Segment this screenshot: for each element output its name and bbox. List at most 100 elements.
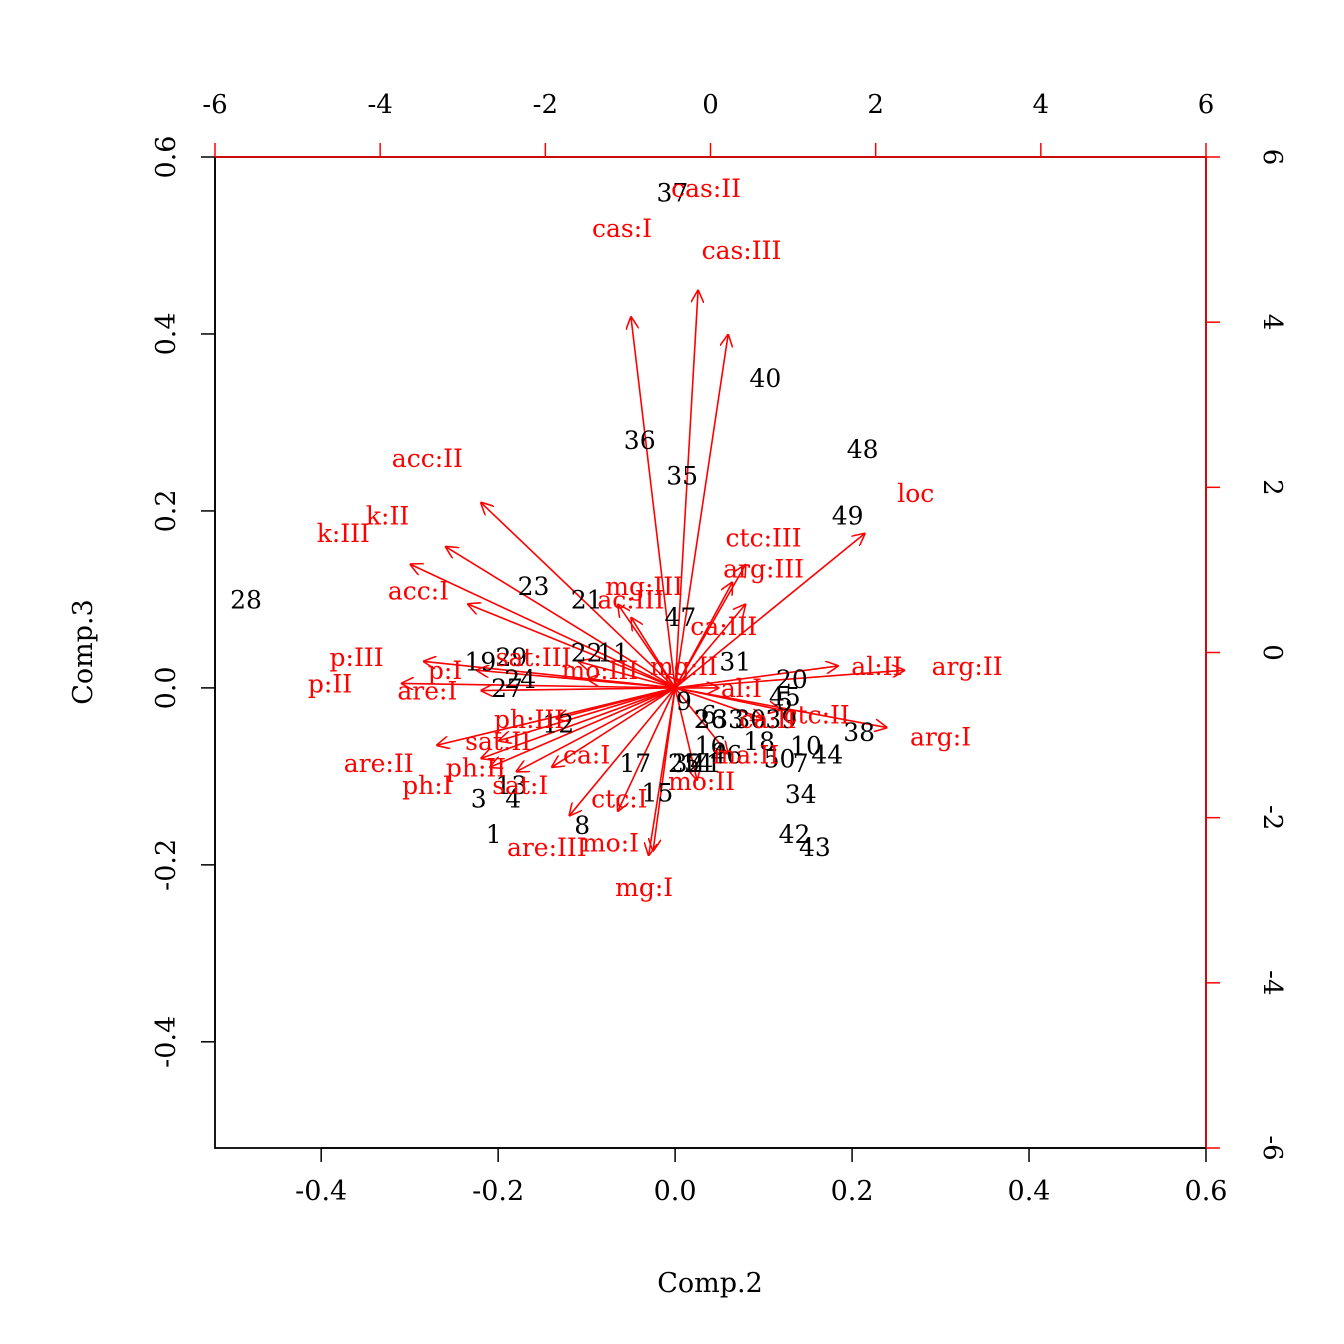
observation-label: 39 — [765, 705, 797, 734]
variable-label: mo:III — [561, 656, 638, 685]
observation-label: 9 — [676, 687, 692, 716]
variable-label: mg:III — [605, 572, 683, 601]
observation-label: 29 — [496, 643, 528, 672]
variable-label: sat:III — [496, 643, 572, 672]
variable-label: ma:II — [712, 740, 779, 769]
variable-label: cas:II — [671, 174, 741, 203]
observation-label: 49 — [832, 501, 864, 530]
observation-label: 27 — [491, 674, 523, 703]
observation-label: 7 — [793, 749, 809, 778]
variable-label: loc — [897, 479, 934, 508]
x-tick-label: 0.0 — [654, 1176, 697, 1207]
observation-label: 20 — [776, 665, 808, 694]
observation-label: 50 — [764, 745, 796, 774]
observation-label: 42 — [779, 820, 811, 849]
axes: -0.4 -0.2 0.0 0.2 0.4 0.6 -0.4 -0.2 0.0 0.2 0.4 0.6… — [151, 90, 1287, 1207]
observation-label: 43 — [799, 833, 831, 862]
observation-label: 44 — [811, 740, 843, 769]
variable-labels: cas:II cas:I cas:III acc:II k:IIk:III acc:I p:… — [308, 174, 1003, 902]
variable-arrow — [578, 661, 676, 689]
observation-label: 19 — [465, 647, 497, 676]
observation-label: 32 — [672, 749, 704, 778]
variable-arrow — [674, 334, 728, 689]
observation-label: 40 — [749, 364, 781, 393]
observation-label: 4 — [505, 784, 521, 813]
variable-label: ph:III — [494, 705, 564, 734]
observation-label: 47 — [665, 603, 697, 632]
variable-arrow — [480, 687, 676, 759]
observation-label: 18 — [743, 727, 775, 756]
variable-label: ctc:III — [726, 523, 802, 552]
observation-label: 8 — [574, 811, 590, 840]
observation-label: 13 — [496, 771, 528, 800]
right-tick-label: -4 — [1257, 970, 1287, 995]
observation-label: 36 — [624, 426, 656, 455]
top-tick-label: 0 — [702, 90, 719, 120]
y-tick-label: 0.6 — [151, 136, 182, 179]
variable-label: ph:II — [446, 754, 506, 783]
variable-label: p:III — [330, 643, 384, 672]
variable-label: arg:III — [723, 554, 804, 583]
variable-label: ca:I — [563, 740, 610, 769]
variable-label: p:I — [428, 656, 462, 685]
variable-label: cas:I — [592, 214, 652, 243]
observation-label: 41 — [690, 749, 722, 778]
observation-label: 30 — [734, 705, 766, 734]
variable-arrow — [445, 546, 676, 689]
variable-label: arg:I — [910, 723, 971, 752]
variable-arrow — [674, 687, 697, 781]
observation-label: 15 — [642, 778, 674, 807]
observation-label: 6 — [701, 700, 717, 729]
variable-label: sat:II — [465, 727, 531, 756]
variable-arrow — [410, 564, 676, 689]
observation-label: 3 — [471, 784, 487, 813]
y-axis-label: Comp.3 — [68, 599, 99, 705]
top-tick-label: -4 — [368, 90, 393, 120]
variable-arrow — [587, 679, 676, 689]
variable-arrow — [551, 687, 676, 768]
top-tick-label: 4 — [1033, 90, 1050, 120]
variable-arrow — [480, 502, 676, 689]
observation-label: 12 — [542, 709, 574, 738]
variable-arrow — [569, 687, 676, 816]
variable-label: mg:I — [615, 873, 673, 902]
observation-label: 2 — [694, 705, 710, 734]
observation-label: 11 — [597, 639, 629, 668]
variable-label: k:II — [366, 501, 409, 530]
observation-label: 26 — [695, 705, 727, 734]
observation-label: 24 — [504, 665, 536, 694]
observation-label: 17 — [619, 749, 651, 778]
variable-label: acc:II — [392, 444, 463, 473]
x-tick-label: 0.4 — [1008, 1176, 1051, 1207]
top-tick-label: -2 — [533, 90, 558, 120]
x-tick-label: 0.2 — [831, 1176, 874, 1207]
variable-label: sat:I — [492, 771, 548, 800]
variable-label: al:I — [721, 674, 762, 703]
variable-label: k:III — [317, 519, 370, 548]
observation-label: 34 — [785, 780, 817, 809]
x-tick-label: -0.2 — [472, 1176, 524, 1207]
variable-label: ctc:II — [784, 700, 850, 729]
observation-label: 25 — [668, 749, 700, 778]
variable-arrow — [674, 533, 865, 689]
variable-label: mo:II — [668, 767, 735, 796]
variable-label: acc:I — [388, 577, 449, 606]
variable-label: are:II — [344, 749, 414, 778]
variable-arrow — [489, 687, 676, 768]
variable-label: ac:III — [597, 585, 664, 614]
variable-label: are:III — [507, 833, 587, 862]
observation-label: 38 — [843, 718, 875, 747]
top-tick-label: 2 — [867, 90, 884, 120]
variable-arrow — [467, 604, 676, 689]
observation-label: 22 — [571, 639, 603, 668]
variable-label: ca:II — [739, 705, 796, 734]
observation-label: 31 — [719, 647, 751, 676]
variable-label: ctc:I — [591, 784, 647, 813]
variable-label: mg:II — [650, 652, 718, 681]
observation-label: 23 — [518, 572, 550, 601]
variable-arrow — [498, 687, 676, 741]
variable-arrow — [649, 687, 676, 856]
variable-label: cas:III — [702, 236, 782, 265]
variable-arrow — [674, 687, 781, 710]
